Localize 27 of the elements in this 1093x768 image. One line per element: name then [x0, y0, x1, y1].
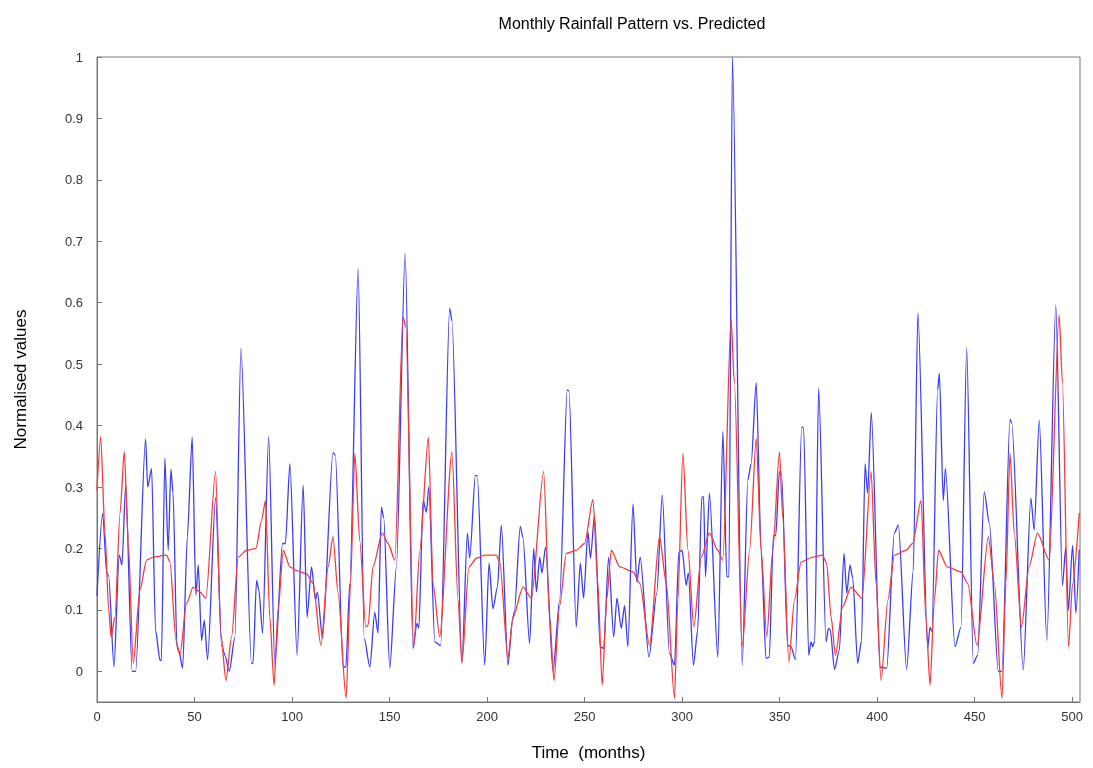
y-tick-label: 0.1 [64, 602, 83, 618]
x-tick-label: 0 [93, 709, 101, 724]
y-tick-label: 0.7 [64, 233, 83, 249]
y-tick-label: 0.3 [64, 479, 83, 495]
x-tick-label: 150 [378, 709, 401, 724]
y-tick-label: 0.9 [64, 110, 83, 126]
x-tick-label: 350 [768, 709, 791, 724]
y-axis-title: Normalised values [11, 309, 30, 450]
x-tick-label: 50 [187, 709, 202, 724]
x-tick-label: 400 [866, 709, 889, 724]
x-tick-label: 500 [1061, 709, 1084, 724]
y-tick-label: 1 [75, 49, 83, 65]
line-series [96, 56, 1080, 672]
x-tick-label: 100 [281, 709, 303, 724]
line-series [96, 314, 1080, 699]
y-tick-label: 0 [75, 663, 83, 679]
y-tick-label: 0.8 [64, 172, 83, 188]
x-axis-title: Time (months) [531, 743, 646, 762]
x-tick-label: 200 [476, 709, 498, 724]
y-tick-label: 0.4 [64, 418, 83, 434]
x-tick-label: 250 [573, 709, 596, 724]
y-tick-label: 0.5 [64, 356, 83, 372]
x-tick-label: 450 [963, 709, 986, 724]
chart-title: Monthly Rainfall Pattern vs. Predicted [498, 14, 766, 32]
x-tick-label: 300 [671, 709, 693, 724]
y-tick-label: 0.6 [64, 295, 83, 311]
y-tick-label: 0.2 [64, 540, 83, 556]
